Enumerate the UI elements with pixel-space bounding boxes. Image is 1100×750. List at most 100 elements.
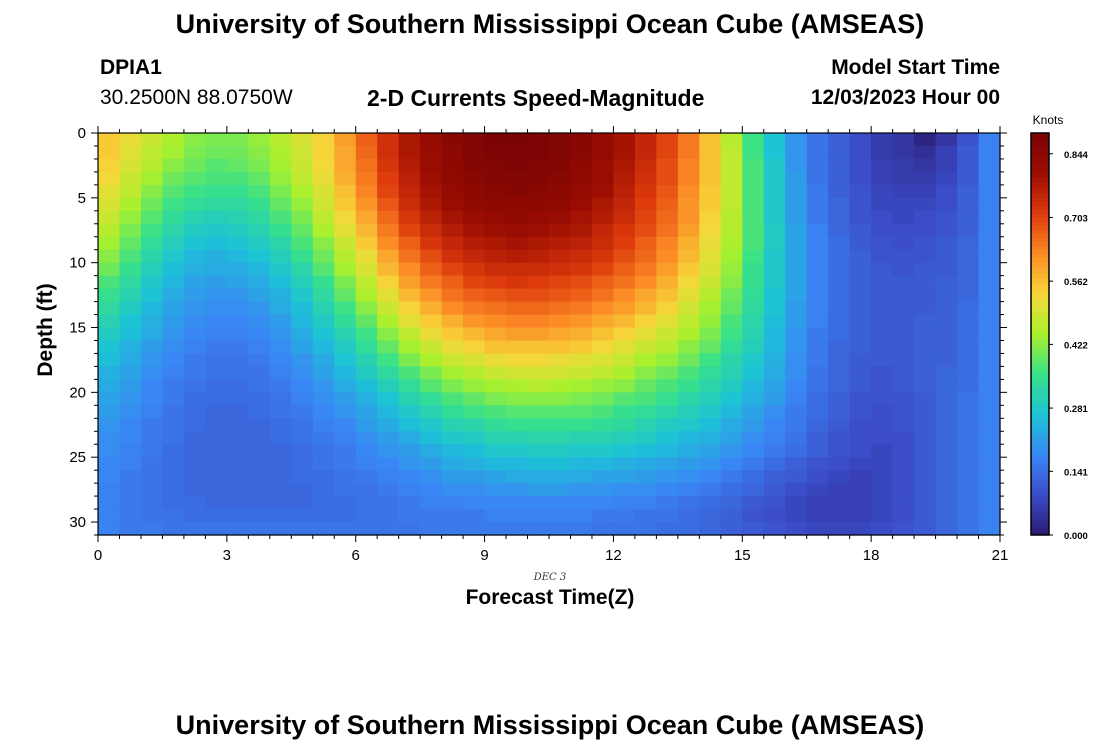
heatmap-cell	[269, 301, 292, 316]
heatmap-cell	[871, 275, 894, 290]
heatmap-cell	[634, 496, 657, 510]
heatmap-cell	[98, 301, 121, 316]
heatmap-cell	[914, 197, 937, 212]
heatmap-cell	[634, 171, 657, 186]
heatmap-cell	[806, 509, 829, 523]
heatmap-cell	[935, 418, 958, 432]
colorbar-segment	[1031, 346, 1049, 351]
heatmap-cell	[763, 483, 786, 497]
y-tick-label: 5	[78, 190, 86, 207]
heatmap-cell	[441, 379, 464, 393]
colorbar-segment	[1031, 386, 1049, 391]
heatmap-cell	[463, 133, 486, 147]
heatmap-cell	[269, 236, 292, 251]
heatmap-cell	[484, 275, 507, 290]
heatmap-cell	[119, 379, 142, 393]
heatmap-cell	[914, 327, 937, 342]
heatmap-cell	[871, 509, 894, 523]
heatmap-cell	[183, 405, 206, 419]
heatmap-cell	[914, 275, 937, 290]
heatmap-cell	[871, 366, 894, 380]
heatmap-cell	[506, 483, 529, 497]
heatmap-cell	[656, 184, 679, 199]
heatmap-cell	[248, 236, 271, 251]
colorbar-segment	[1031, 462, 1049, 468]
heatmap-cell	[677, 314, 700, 329]
heatmap-cell	[591, 509, 615, 523]
heatmap-cell	[892, 405, 915, 419]
heatmap-cell	[269, 145, 292, 160]
heatmap-cell	[162, 483, 185, 497]
heatmap-cell	[484, 249, 507, 264]
heatmap-cell	[162, 418, 185, 432]
heatmap-cell	[699, 353, 722, 368]
y-tick-label: 30	[69, 514, 86, 531]
heatmap-cell	[420, 431, 443, 445]
heatmap-cell	[226, 210, 249, 225]
heatmap-cell	[420, 223, 443, 238]
heatmap-cell	[591, 470, 615, 484]
colorbar-segment	[1031, 245, 1049, 251]
heatmap-cell	[849, 366, 872, 380]
heatmap-cell	[720, 379, 743, 393]
colorbar-segment	[1031, 325, 1049, 331]
colorbar-segment	[1031, 329, 1049, 335]
heatmap-cell	[957, 145, 980, 160]
heatmap-cell	[785, 327, 808, 342]
heatmap-cell	[183, 236, 206, 251]
heatmap-cell	[398, 457, 421, 471]
heatmap-cell	[377, 353, 400, 368]
heatmap-cell	[162, 496, 185, 510]
heatmap-cell	[334, 223, 357, 238]
heatmap-cell	[871, 197, 894, 212]
heatmap-cell	[742, 133, 765, 147]
heatmap-cell	[871, 418, 894, 432]
heatmap-cell	[377, 262, 400, 277]
heatmap-cell	[549, 340, 572, 355]
heatmap-cell	[871, 133, 894, 147]
heatmap-cell	[269, 353, 292, 368]
heatmap-cell	[613, 457, 636, 471]
heatmap-cell	[892, 145, 915, 160]
heatmap-cell	[957, 366, 980, 380]
heatmap-cell	[269, 405, 292, 419]
colorbar-segment	[1031, 201, 1049, 206]
heatmap-cell	[398, 327, 421, 342]
heatmap-cell	[849, 431, 872, 445]
heatmap-cell	[570, 340, 593, 355]
heatmap-cell	[677, 392, 700, 406]
heatmap-cell	[506, 171, 529, 186]
heatmap-cell	[98, 431, 121, 445]
heatmap-cell	[334, 509, 357, 523]
heatmap-cell	[140, 133, 164, 147]
heatmap-cell	[849, 249, 872, 264]
heatmap-cell	[441, 158, 464, 173]
heatmap-cell	[549, 184, 572, 199]
heatmap-cell	[162, 457, 185, 471]
heatmap-cell	[549, 444, 572, 458]
heatmap-cell	[463, 262, 486, 277]
heatmap-cell	[935, 184, 958, 199]
heatmap-cell	[549, 405, 572, 419]
heatmap-cell	[978, 158, 1001, 173]
heatmap-cell	[420, 158, 443, 173]
heatmap-cell	[291, 236, 314, 251]
heatmap-cell	[119, 275, 142, 290]
heatmap-cell	[935, 340, 958, 355]
heatmap-cell	[677, 145, 700, 160]
heatmap-cell	[720, 522, 743, 536]
heatmap-cell	[398, 197, 421, 212]
heatmap-cell	[377, 184, 400, 199]
heatmap-cell	[183, 223, 206, 238]
heatmap-cell	[291, 405, 314, 419]
heatmap-cell	[957, 509, 980, 523]
heatmap-cell	[720, 509, 743, 523]
heatmap-cell	[205, 418, 228, 432]
heatmap-cell	[183, 145, 206, 160]
heatmap-cell	[699, 249, 722, 264]
heatmap-cell	[677, 288, 700, 303]
heatmap-cell	[699, 171, 722, 186]
heatmap-cell	[334, 366, 357, 380]
heatmap-cell	[527, 431, 550, 445]
heatmap-cell	[742, 392, 765, 406]
